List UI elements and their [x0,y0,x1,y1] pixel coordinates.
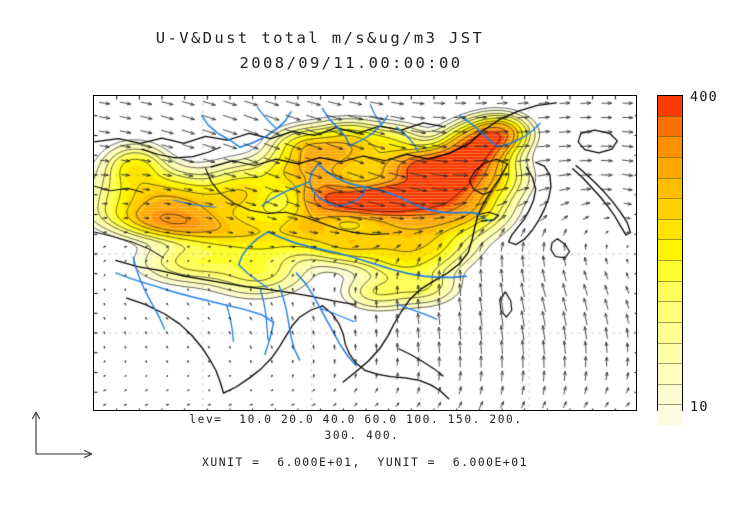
colorbar-band [658,156,682,178]
title-line-variable: U-V&Dust total m/s&ug/m3 JST [155,29,485,47]
colorbar-band [658,321,682,343]
chart-title-block: U-V&Dust total m/s&ug/m3 JST 2008/09/11.… [0,26,640,76]
colorbar-band [658,136,682,157]
contour-levels-legend: lev= 10.0 20.0 40.0 60.0 100. 150. 200. … [93,412,637,444]
wind-vector-field [94,96,636,410]
colorbar-band [658,260,682,281]
colorbar-band [658,96,682,116]
colorbar-band [658,239,682,260]
contour-levels-row-1: lev= 10.0 20.0 40.0 60.0 100. 150. 200. [189,413,523,426]
colorbar-band [658,342,682,364]
colorbar-min-label: 10 [690,399,709,415]
colorbar-band [658,301,682,322]
colorbar-band [658,383,682,405]
colorbar-band [658,363,682,384]
axis-unit-footer: XUNIT = 6.000E+01, YUNIT = 6.000E+01 [202,455,528,469]
colorbar-band [658,404,682,425]
vector-scale-key [28,404,104,466]
colorbar-band [658,198,682,219]
colorbar[interactable] [657,95,683,425]
vector-key-axes-icon [31,411,93,459]
colorbar-band [658,218,682,240]
contour-levels-row-2: 300. 400. [324,429,400,442]
colorbar-band [658,115,682,137]
colorbar-band [658,280,682,302]
title-line-datetime: 2008/09/11.00:00:00 [239,54,463,72]
colorbar-band [658,177,682,199]
map-plot-frame[interactable] [93,95,637,411]
colorbar-max-label: 400 [690,89,718,105]
